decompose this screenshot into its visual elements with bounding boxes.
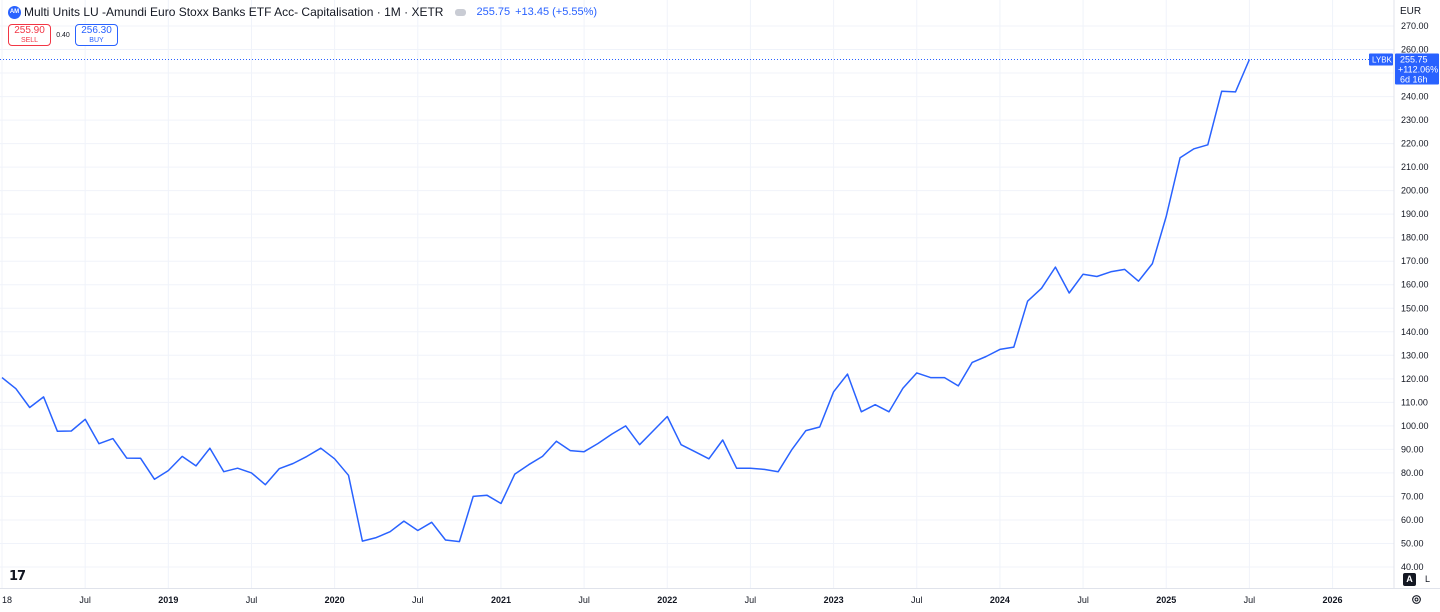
- ticker-tag-bg: [1369, 53, 1393, 66]
- y-tick-label: 240.00: [1401, 92, 1429, 102]
- log-scale-button[interactable]: L: [1424, 574, 1430, 584]
- y-tick-label: 180.00: [1401, 233, 1429, 243]
- sell-label: SELL: [20, 37, 39, 44]
- x-tick-label: 2022: [657, 595, 677, 605]
- y-tick-label: 60.00: [1401, 515, 1424, 525]
- x-tick-label: 2026: [1323, 595, 1343, 605]
- y-tick-label: 100.00: [1401, 421, 1429, 431]
- price-tag-value: 255.75: [1400, 55, 1428, 65]
- eye-icon[interactable]: [455, 8, 467, 16]
- x-tick-label: 18: [2, 595, 12, 605]
- x-tick-label: Jul: [79, 595, 91, 605]
- x-tick-label: 2021: [491, 595, 511, 605]
- sell-price: 255.90: [14, 25, 45, 36]
- time-axis-labels[interactable]: 18 Jul 2019 Jul 2020 Jul 2021 Jul 2022 Jul 2023 Jul…: [2, 595, 1343, 605]
- x-tick-label: Jul: [911, 595, 923, 605]
- y-tick-label: 110.00: [1401, 397, 1428, 407]
- y-tick-label: 210.00: [1401, 162, 1429, 172]
- last-price-tag: LYBK 255.75 +112.06% 6d 16h: [1369, 53, 1439, 85]
- price-tag-countdown: 6d 16h: [1400, 75, 1428, 85]
- vertical-gridlines: [1, 0, 1334, 588]
- settings-gear-icon[interactable]: [1411, 594, 1422, 605]
- auto-scale-button[interactable]: A: [1403, 573, 1416, 586]
- series-line: [1, 59, 1251, 543]
- x-tick-label: 2019: [158, 595, 178, 605]
- price-tag-bg: [1395, 53, 1439, 85]
- y-tick-label: 140.00: [1401, 327, 1429, 337]
- last-price-value: 255.75: [476, 6, 511, 18]
- x-tick-label: 2023: [824, 595, 844, 605]
- y-tick-label: 220.00: [1401, 139, 1429, 149]
- y-tick-label: 260.00: [1401, 45, 1429, 55]
- symbol-header: AM Multi Units LU -Amundi Euro Stoxx Ban…: [8, 5, 597, 19]
- currency-selector[interactable]: EUR: [1400, 6, 1422, 17]
- y-tick-label: 270.00: [1401, 21, 1429, 31]
- x-tick-label: Jul: [412, 595, 424, 605]
- x-tick-label: Jul: [578, 595, 590, 605]
- symbol-title[interactable]: Multi Units LU -Amundi Euro Stoxx Banks …: [24, 5, 444, 19]
- y-tick-label: 160.00: [1401, 280, 1429, 290]
- buy-price: 256.30: [81, 25, 112, 36]
- x-tick-label: Jul: [1244, 595, 1256, 605]
- x-tick-label: 2025: [1156, 595, 1176, 605]
- y-tick-label: 150.00: [1401, 303, 1429, 313]
- y-tick-label: 90.00: [1401, 444, 1424, 454]
- symbol-logo-icon[interactable]: AM: [8, 5, 21, 19]
- price-series: [1, 59, 1251, 543]
- horizontal-gridlines: [0, 25, 1394, 568]
- x-tick-label: Jul: [1077, 595, 1089, 605]
- price-axis-labels[interactable]: 40.00 50.00 60.00 70.00 80.00 90.00 100.00 110.…: [1401, 21, 1429, 572]
- y-tick-label: 200.00: [1401, 186, 1429, 196]
- y-tick-label: 70.00: [1401, 491, 1424, 501]
- y-tick-label: 40.00: [1401, 562, 1424, 572]
- y-tick-label: 50.00: [1401, 538, 1424, 548]
- x-tick-label: Jul: [246, 595, 258, 605]
- y-tick-label: 190.00: [1401, 209, 1429, 219]
- buy-button[interactable]: 256.30 BUY: [75, 24, 118, 46]
- sell-button[interactable]: 255.90 SELL: [8, 24, 51, 46]
- y-tick-label: 80.00: [1401, 468, 1424, 478]
- ticker-tag-label: LYBK: [1372, 56, 1393, 65]
- price-tag-change: +112.06%: [1398, 65, 1438, 75]
- x-tick-label: 2020: [325, 595, 345, 605]
- x-tick-label: 2024: [990, 595, 1010, 605]
- price-change-value: +13.45 (+5.55%): [515, 6, 598, 18]
- y-tick-label: 120.00: [1401, 374, 1429, 384]
- y-tick-label: 230.00: [1401, 115, 1429, 125]
- trade-buttons: 255.90 SELL 0.40 256.30 BUY: [8, 24, 118, 46]
- x-tick-label: Jul: [745, 595, 757, 605]
- y-tick-label: 170.00: [1401, 256, 1429, 266]
- tradingview-logo-icon[interactable]: 17: [9, 569, 26, 584]
- y-tick-label: 130.00: [1401, 350, 1429, 360]
- buy-label: BUY: [89, 37, 104, 44]
- spread-value: 0.40: [56, 31, 70, 39]
